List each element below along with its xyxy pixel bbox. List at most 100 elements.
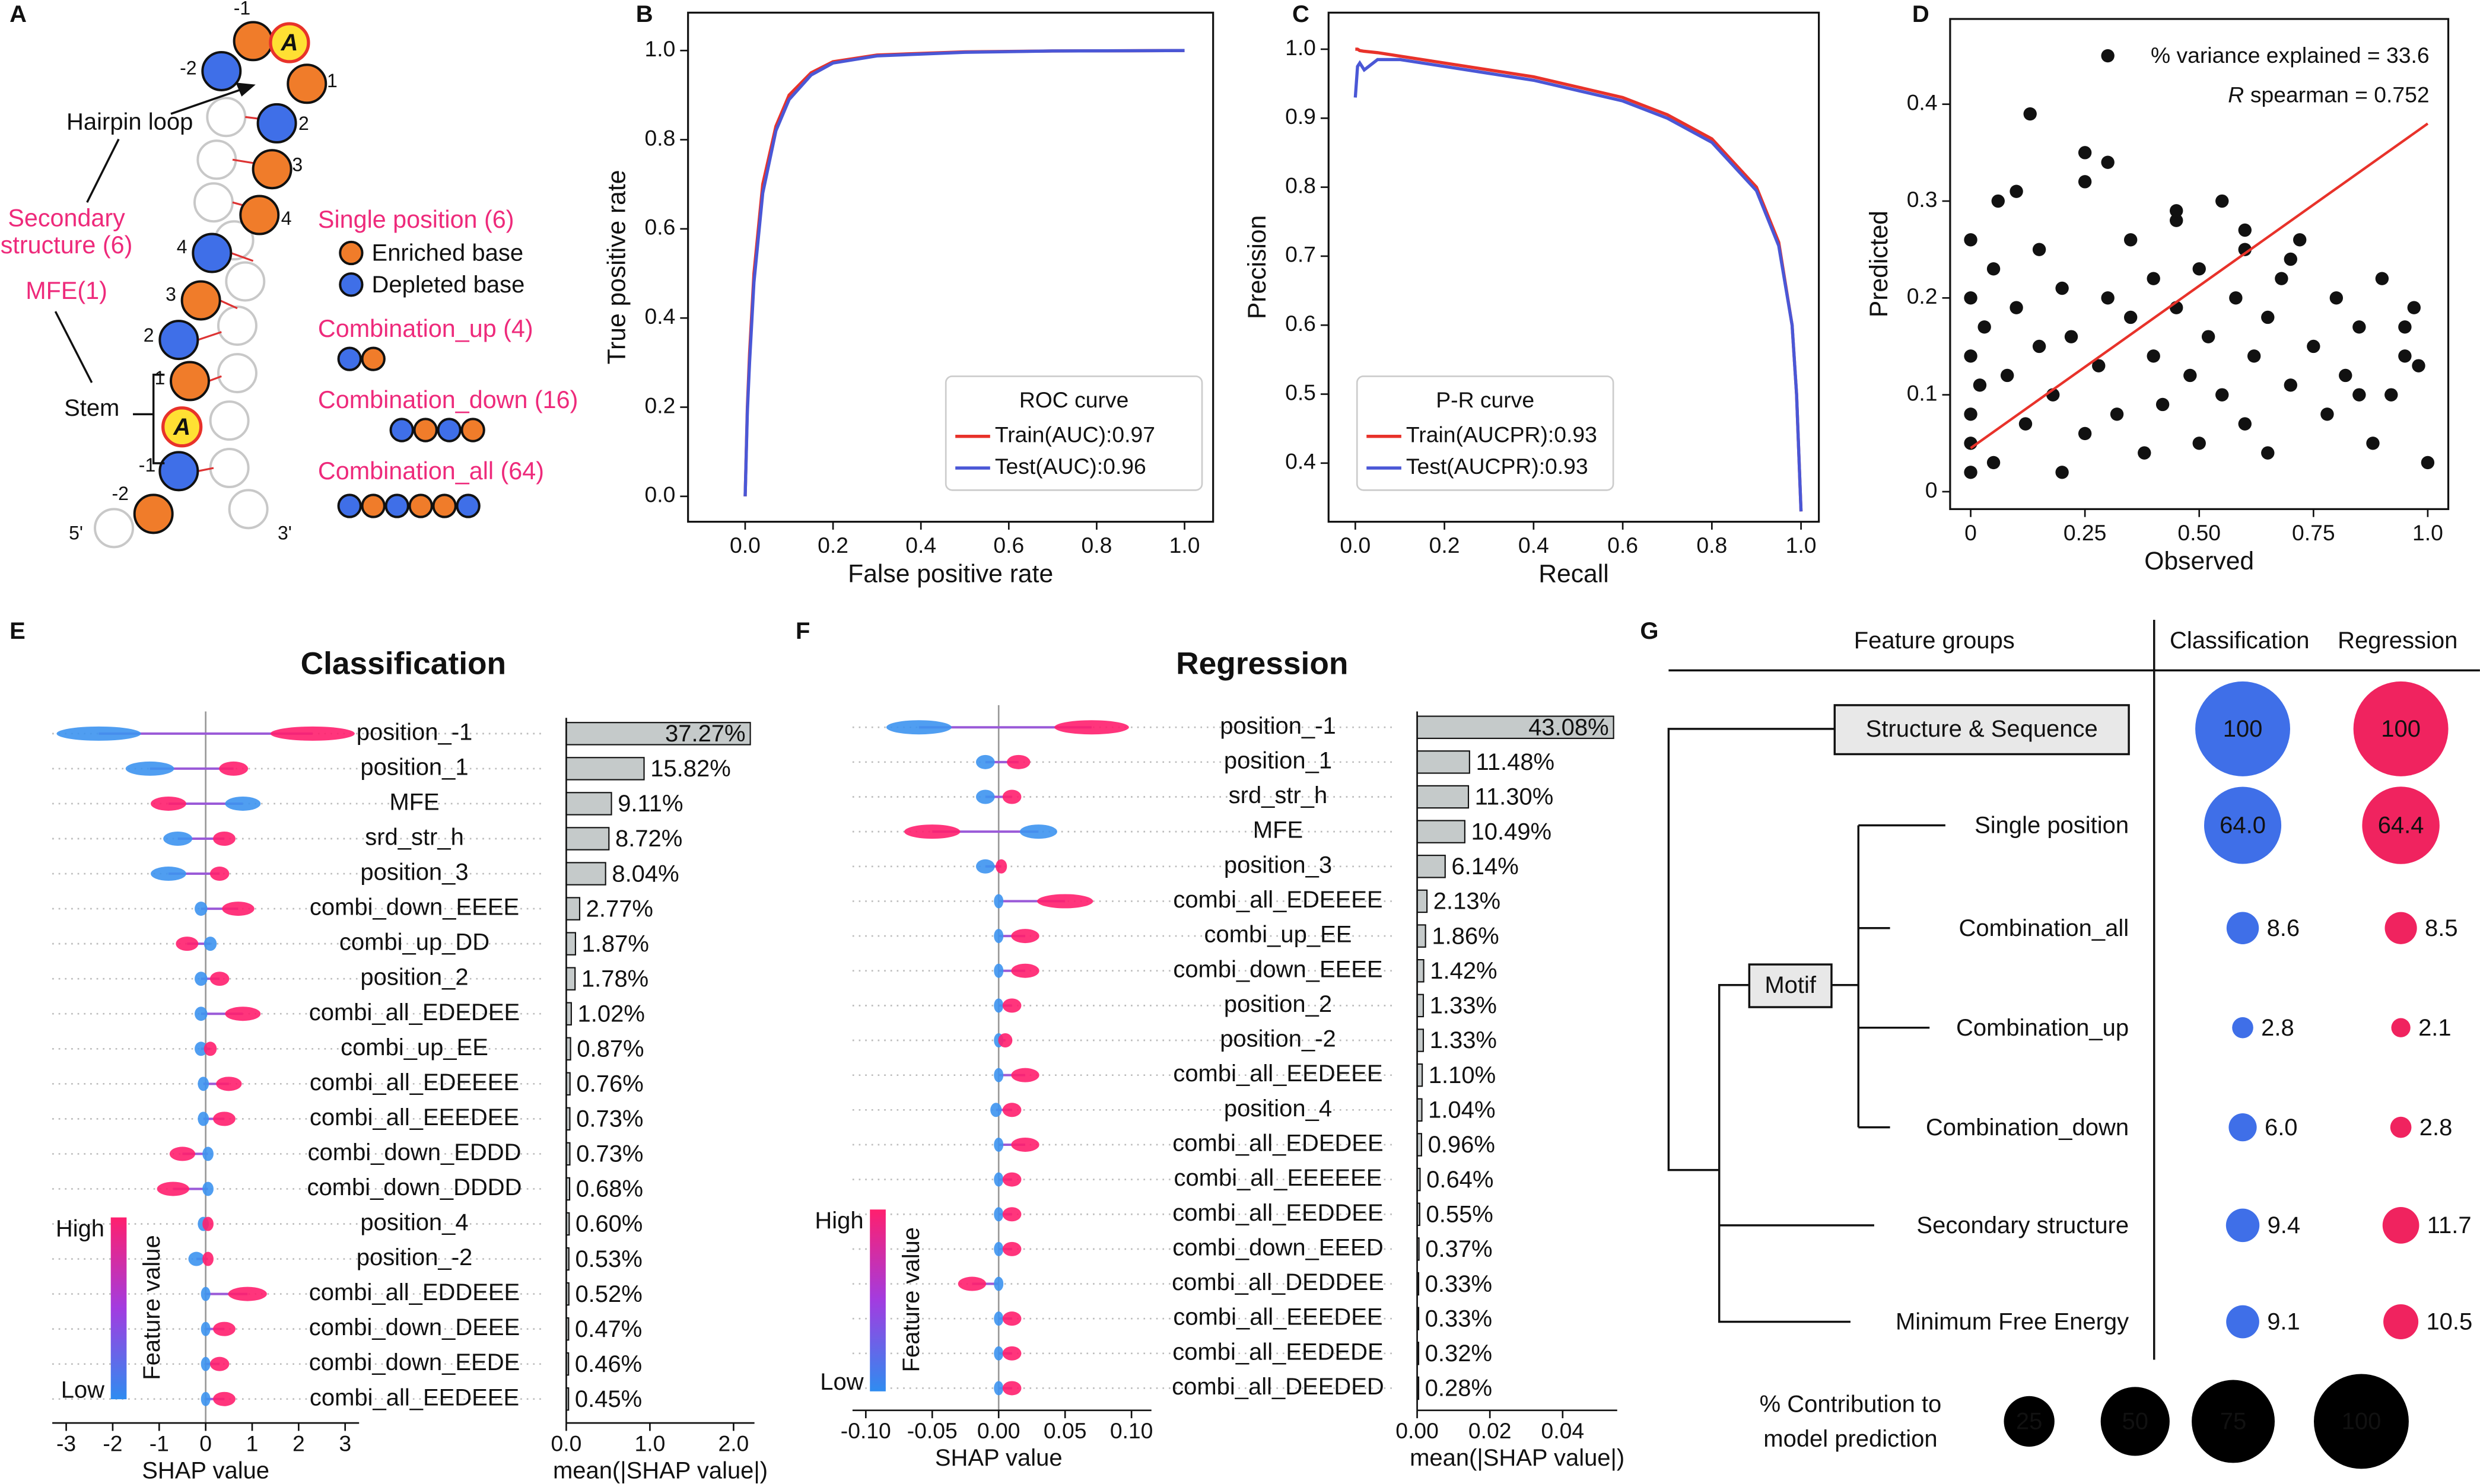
base-label: 2 (298, 113, 309, 134)
point (1991, 194, 2005, 208)
x-axis-label: Recall (1538, 560, 1609, 588)
plot-frame (687, 11, 1214, 523)
feature-label: position_-2 (357, 1244, 473, 1270)
x-tick-label: 0.4 (1518, 533, 1549, 558)
x-tick-label: 0.05 (1044, 1418, 1087, 1443)
swarm-low (188, 1251, 205, 1266)
x-tick-label: 0.0 (730, 533, 761, 558)
swarm-high (213, 1321, 236, 1336)
bar (565, 792, 612, 816)
point (2284, 252, 2297, 266)
bar-label: 1.33% (1430, 993, 1497, 1019)
y-tick-label: 0.9 (1285, 104, 1316, 129)
panel-label: D (1912, 1, 1929, 27)
bar-label: 9.11% (618, 791, 683, 817)
swarm-high (1011, 963, 1039, 978)
bar-label: 0.33% (1425, 1271, 1492, 1297)
point (2421, 456, 2435, 470)
swarm-low (125, 761, 174, 776)
size-legend-label: 100 (2342, 1409, 2382, 1435)
swarm-low (994, 1137, 1004, 1152)
swarm-low (195, 1042, 208, 1056)
x-tick-label: 0.50 (2177, 520, 2221, 545)
legend-heading: Combination_down (16) (318, 386, 578, 413)
point (1964, 349, 1977, 363)
feature-label: combi_down_DDDD (307, 1174, 522, 1200)
bar (565, 757, 645, 781)
y-axis-label: Predicted (1865, 211, 1893, 317)
hairpin-label: Hairpin loop (66, 109, 193, 135)
swarm-low (994, 929, 1004, 944)
y-tick-label: 0.2 (644, 393, 675, 418)
point (2078, 426, 2092, 441)
feature-label: position_3 (1224, 852, 1332, 878)
bubble-label: 8.5 (2425, 915, 2458, 941)
x-tick-label: 0.25 (2064, 520, 2107, 545)
bar (1416, 958, 1425, 983)
bar-label: 0.32% (1425, 1340, 1492, 1367)
x-tick-label: 0.10 (1110, 1418, 1153, 1443)
x-tick-label: 0.4 (905, 533, 936, 558)
panel-label: A (9, 1, 27, 27)
swarm-low (994, 1311, 1004, 1326)
y-tick-label: 0.1 (1907, 380, 1938, 405)
size-legend-bubble (2100, 1387, 2170, 1456)
legend-label: Test(AUC):0.96 (995, 454, 1146, 479)
feature-label: position_2 (1224, 991, 1332, 1017)
x-tick-label: 1.0 (2412, 520, 2443, 545)
point (2032, 339, 2046, 354)
point (1986, 262, 2001, 276)
swarm-high (1002, 1172, 1022, 1187)
point (2339, 368, 2352, 383)
bar-label: 8.04% (612, 861, 679, 887)
feature-label: position_3 (360, 859, 468, 886)
group-label: Secondary structure (1916, 1212, 2129, 1238)
point (2101, 49, 2115, 63)
point (2123, 310, 2138, 324)
colorbar-low: Low (61, 1377, 104, 1403)
bar-label: 0.76% (576, 1071, 643, 1097)
group-label: Combination_down (1926, 1114, 2129, 1141)
swarm-high (216, 1077, 242, 1091)
colorbar-label: Feature value (139, 1235, 165, 1380)
feature-label: position_1 (1224, 747, 1332, 773)
panel-title: Classification (301, 646, 507, 681)
point (2170, 204, 2183, 218)
panel-label: C (1292, 1, 1309, 27)
point (2123, 233, 2138, 247)
swarm-high (958, 1276, 987, 1291)
point (1986, 456, 2001, 470)
legend-heading: Single position (6) (318, 206, 514, 233)
adenosine: A (280, 30, 298, 56)
group-label: Single position (1975, 813, 2129, 839)
swarm-high (202, 1251, 214, 1266)
point (1973, 378, 1987, 392)
bubble (2232, 1017, 2253, 1039)
bar (565, 897, 581, 921)
colorbar (110, 1217, 127, 1400)
swarm-high (222, 902, 255, 916)
point (2238, 417, 2252, 431)
point (2055, 466, 2069, 479)
swarm-low (994, 1381, 1004, 1396)
point (2023, 107, 2037, 121)
x-axis-label: False positive rate (848, 560, 1053, 588)
bar-label: 1.02% (578, 1001, 645, 1027)
swarm-high (1002, 1207, 1022, 1222)
point (2064, 330, 2078, 343)
bar-x-tick-label: 2.0 (718, 1431, 749, 1456)
feature-label: combi_all_DEDDEE (1172, 1269, 1384, 1295)
point (2284, 378, 2297, 392)
mfe-label: MFE(1) (26, 277, 107, 304)
swarm-high (209, 972, 230, 986)
base-label: 1 (327, 70, 338, 91)
swarm-high (904, 824, 961, 839)
point (2247, 349, 2261, 363)
bar-label: 0.53% (575, 1246, 642, 1272)
bubble-label: 11.7 (2427, 1212, 2472, 1238)
point (2192, 262, 2206, 276)
point (2010, 301, 2023, 314)
bar (1416, 993, 1425, 1018)
